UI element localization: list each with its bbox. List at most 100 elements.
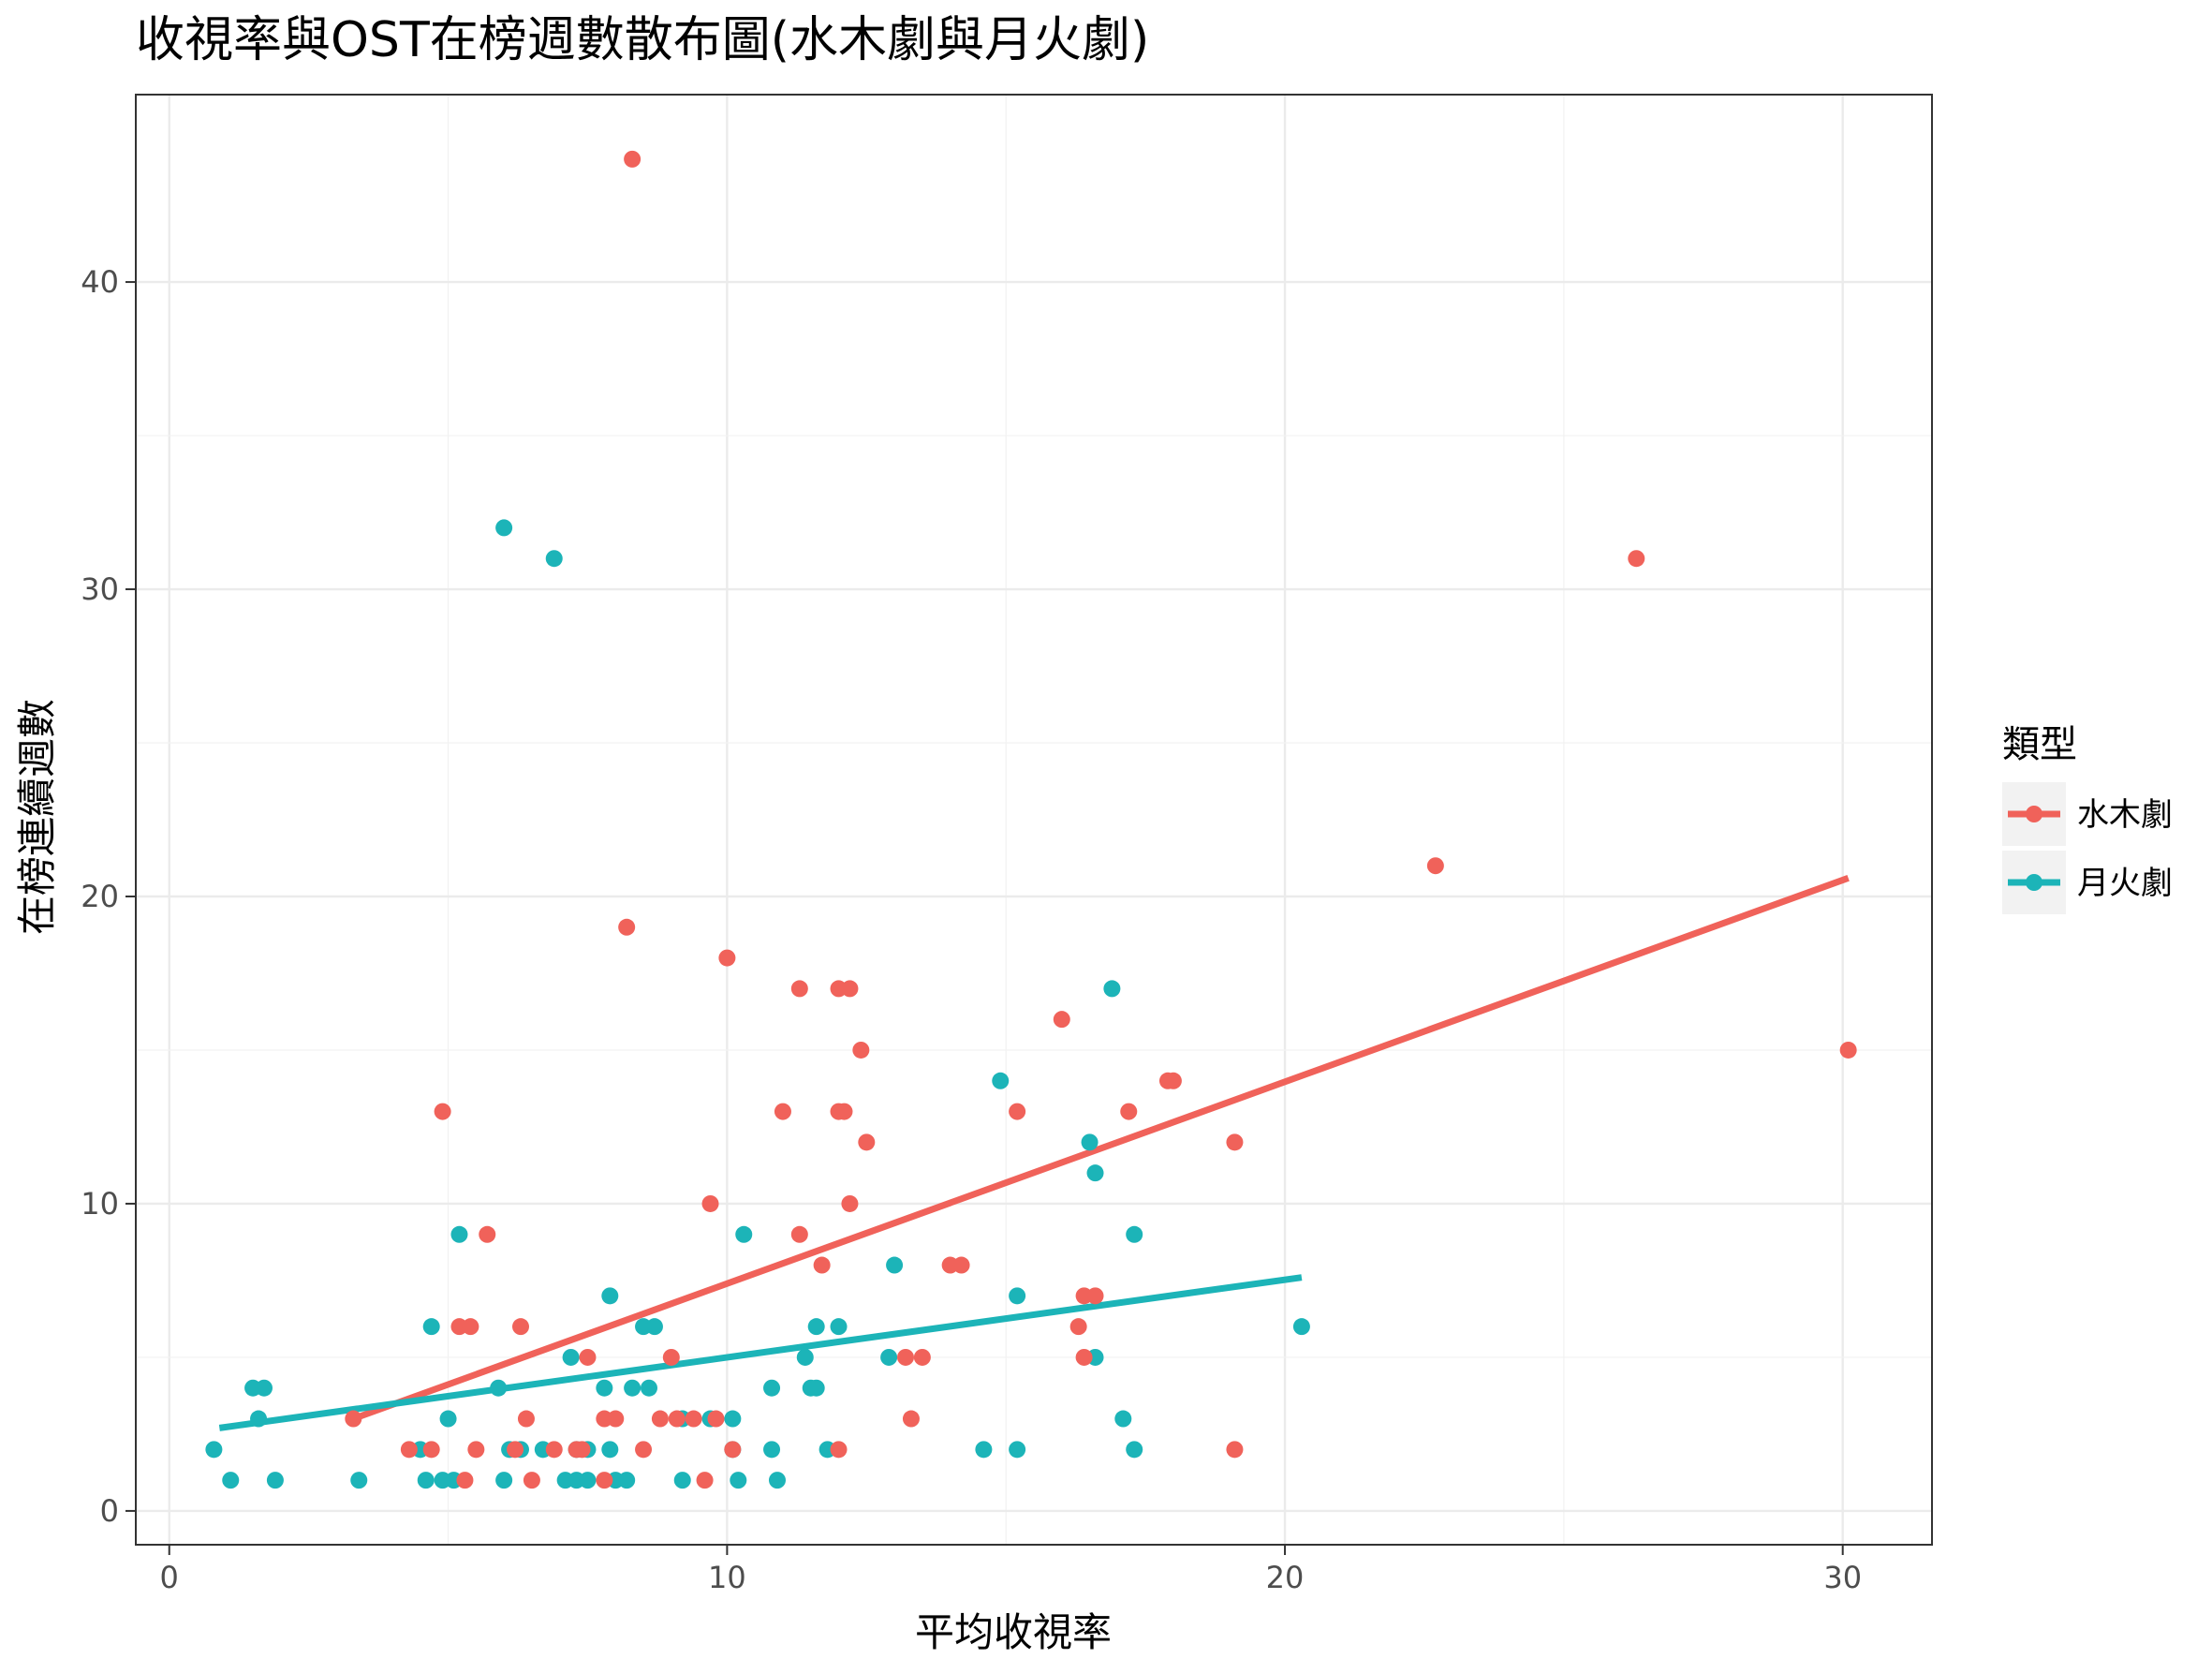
data-point (1126, 1225, 1143, 1243)
data-point (266, 1472, 284, 1489)
data-point (790, 1225, 808, 1243)
data-point (718, 949, 736, 967)
data-point (517, 1410, 535, 1428)
x-tick-label: 20 (1266, 1560, 1305, 1595)
data-point (467, 1441, 485, 1459)
data-point (479, 1225, 496, 1243)
data-point (1086, 1287, 1104, 1305)
data-point (774, 1103, 791, 1120)
data-point (1164, 1072, 1182, 1089)
data-point (596, 1379, 613, 1397)
data-point (813, 1256, 831, 1274)
data-point (635, 1441, 653, 1459)
data-point (607, 1410, 625, 1428)
data-point (462, 1318, 479, 1336)
data-point (400, 1441, 418, 1459)
data-point (763, 1441, 781, 1459)
data-point (796, 1348, 814, 1366)
data-point (1086, 1164, 1104, 1182)
data-point (841, 980, 859, 998)
data-points (205, 150, 1857, 1489)
data-point (735, 1225, 753, 1243)
trend-line (218, 1274, 1303, 1431)
data-point (668, 1410, 686, 1428)
data-point (807, 1318, 825, 1336)
data-point (507, 1441, 524, 1459)
data-point (350, 1472, 368, 1489)
data-point (724, 1410, 742, 1428)
data-point (830, 1441, 848, 1459)
data-point (579, 1472, 597, 1489)
y-tick-label: 30 (81, 571, 119, 607)
data-point (662, 1348, 680, 1366)
data-point (952, 1256, 970, 1274)
trend-lines (218, 875, 1850, 1431)
data-point (730, 1472, 747, 1489)
data-point (439, 1410, 457, 1428)
data-point (256, 1379, 273, 1397)
data-point (422, 1441, 440, 1459)
legend-label: 水木劇 (2077, 796, 2173, 834)
legend-label: 月火劇 (2077, 865, 2173, 902)
data-point (685, 1410, 702, 1428)
data-point (545, 1441, 563, 1459)
data-point (835, 1103, 853, 1120)
data-point (1009, 1441, 1026, 1459)
y-tick-label: 20 (81, 879, 119, 914)
data-point (913, 1348, 931, 1366)
data-point (1126, 1441, 1143, 1459)
data-point (601, 1287, 619, 1305)
data-point (1114, 1410, 1132, 1428)
data-point (1292, 1318, 1310, 1336)
data-point (545, 550, 563, 568)
data-point (696, 1472, 714, 1489)
data-point (641, 1379, 657, 1397)
data-point (624, 1379, 641, 1397)
data-point (573, 1441, 591, 1459)
data-point (456, 1472, 474, 1489)
data-point (1081, 1133, 1099, 1151)
data-point (450, 1225, 468, 1243)
data-point (841, 1194, 859, 1212)
y-tick-label: 0 (100, 1493, 119, 1529)
data-point (434, 1103, 451, 1120)
x-tick-label: 0 (160, 1560, 179, 1595)
data-point (1103, 980, 1121, 998)
data-point (645, 1318, 663, 1336)
data-point (1009, 1103, 1026, 1120)
data-point (858, 1133, 876, 1151)
data-point (902, 1410, 920, 1428)
legend-key-point (2026, 806, 2042, 822)
data-point (763, 1379, 781, 1397)
data-point (205, 1441, 223, 1459)
data-point (769, 1472, 786, 1489)
data-point (707, 1410, 725, 1428)
x-tick-label: 10 (708, 1560, 746, 1595)
data-point (345, 1410, 362, 1428)
data-point (417, 1472, 435, 1489)
data-point (830, 1318, 848, 1336)
data-point (624, 150, 641, 168)
data-point (651, 1410, 669, 1428)
data-point (618, 918, 636, 936)
data-point (1226, 1441, 1244, 1459)
y-tick-label: 40 (81, 264, 119, 300)
trend-line (352, 875, 1850, 1422)
data-point (523, 1472, 540, 1489)
data-point (495, 519, 513, 537)
legend-title: 類型 (2002, 723, 2077, 766)
legend-key-point (2026, 874, 2042, 891)
chart-title: 收視率與OST在榜週數散布圖(水木劇與月火劇) (136, 12, 1149, 68)
data-point (495, 1472, 513, 1489)
axes: 0 10 20 30 0 10 20 30 40 (81, 264, 1862, 1595)
x-axis-title: 平均收視率 (915, 1609, 1112, 1655)
data-point (596, 1472, 613, 1489)
data-point (618, 1472, 636, 1489)
data-point (852, 1041, 870, 1059)
data-point (512, 1318, 529, 1336)
data-point (1426, 857, 1444, 875)
grid-layer (136, 95, 1932, 1545)
data-point (1069, 1318, 1087, 1336)
